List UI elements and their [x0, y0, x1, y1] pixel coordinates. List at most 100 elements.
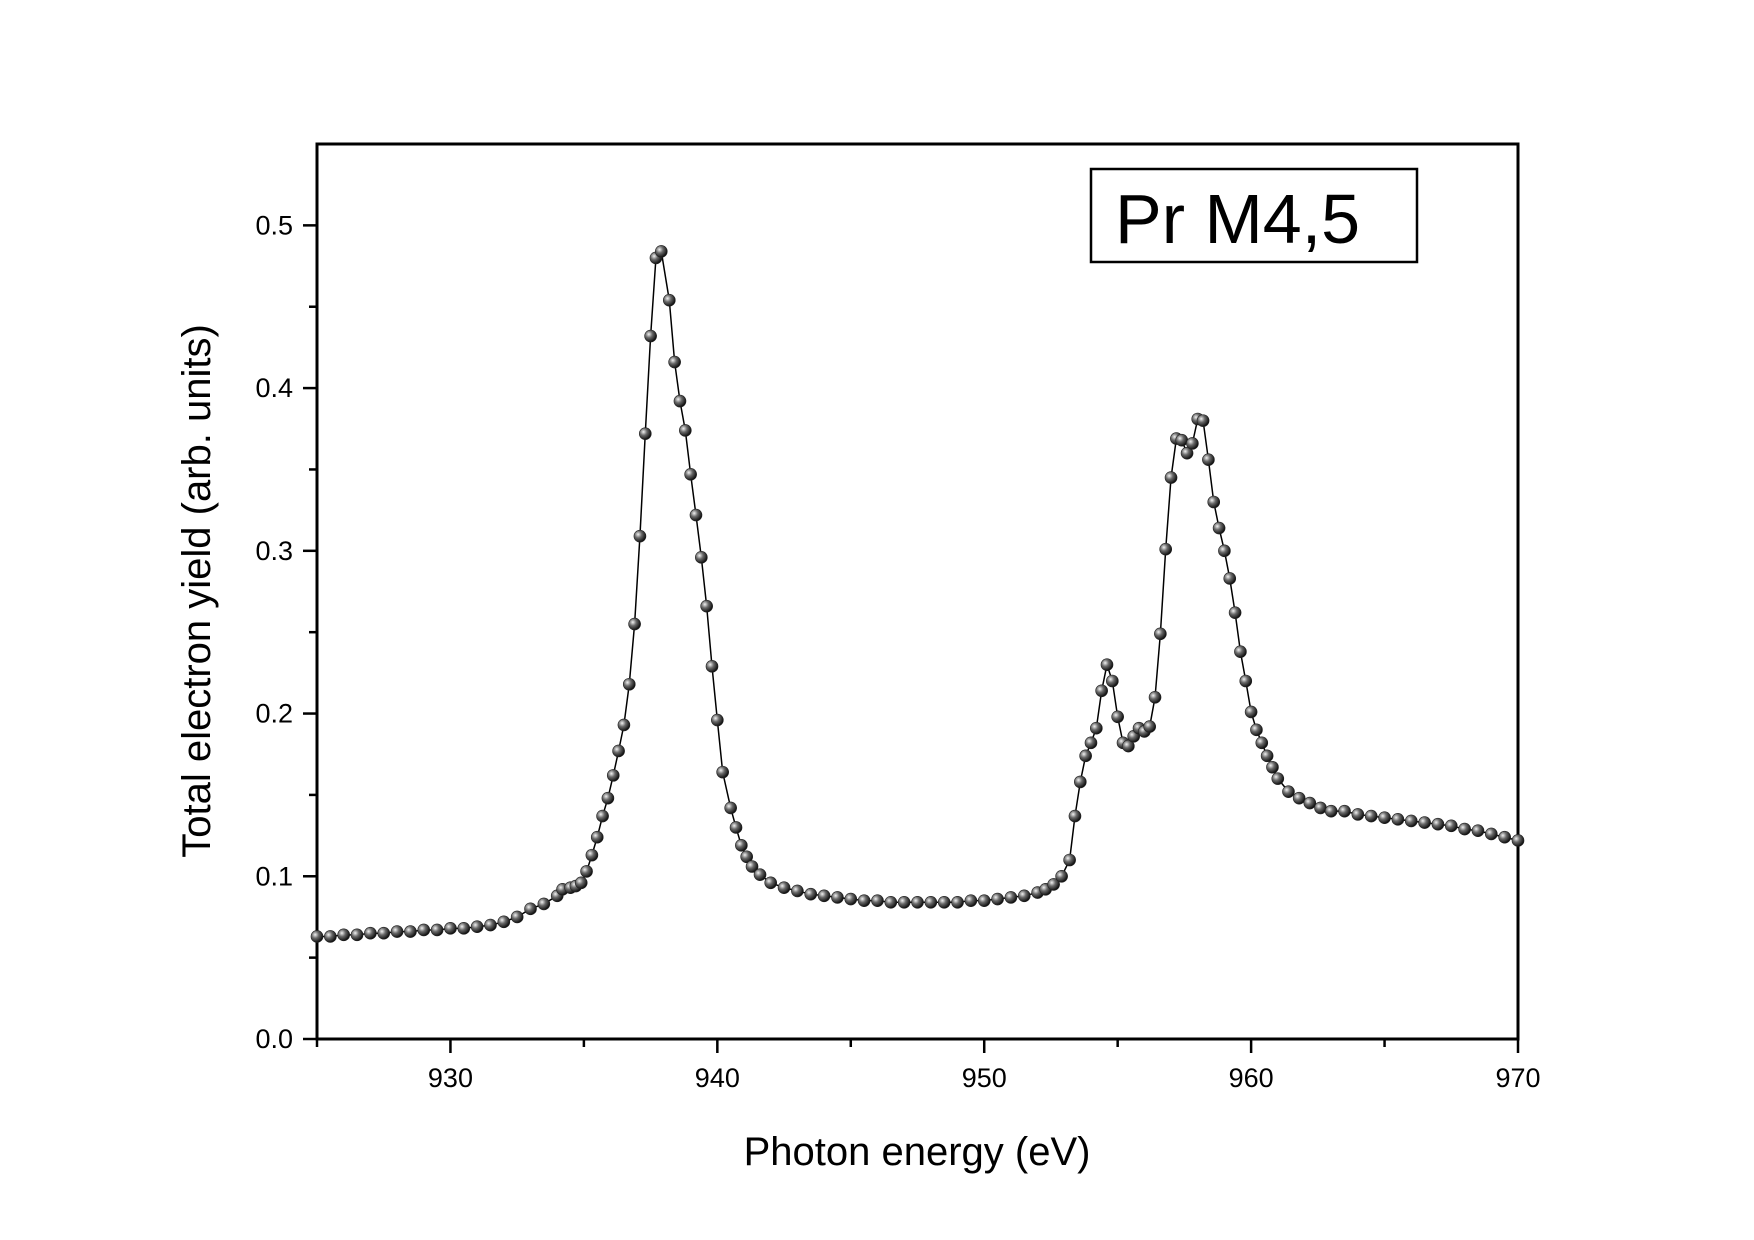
data-point: [1292, 791, 1306, 805]
plot-frame: [315, 142, 1520, 1041]
data-point: [1255, 736, 1269, 750]
data-point: [1282, 785, 1295, 798]
data-point: [1471, 824, 1485, 838]
y-tick-label: 0.4: [255, 373, 293, 403]
data-point: [1180, 446, 1194, 460]
data-point: [1239, 674, 1253, 688]
data-point: [510, 910, 524, 924]
data-point: [1303, 796, 1317, 810]
x-tick-label: 970: [1495, 1063, 1540, 1093]
data-point: [705, 660, 719, 673]
data-point: [1391, 813, 1405, 826]
data-point: [831, 891, 844, 904]
data-point: [622, 677, 636, 691]
data-point: [791, 884, 804, 898]
data-point: [1159, 542, 1173, 556]
data-point: [1431, 817, 1445, 831]
data-point: [673, 394, 687, 408]
data-point: [628, 617, 641, 631]
data-point: [716, 765, 729, 779]
y-tick-label: 0.2: [255, 699, 293, 729]
data-point: [1485, 827, 1498, 841]
y-axis-label: Total electron yield (arb. units): [175, 324, 219, 858]
data-point: [1111, 710, 1124, 724]
data-point: [695, 551, 708, 564]
data-point: [1364, 809, 1378, 823]
data-point: [638, 427, 652, 440]
data-point: [590, 830, 604, 844]
data-point: [497, 915, 511, 929]
data-point: [350, 928, 364, 942]
data-point: [1250, 723, 1263, 737]
data-point: [740, 850, 753, 864]
data-point: [1338, 804, 1351, 818]
data-point: [1106, 674, 1119, 688]
data-point: [1004, 891, 1018, 904]
data-point: [1212, 521, 1226, 535]
data-point: [390, 925, 404, 938]
data-point: [1244, 705, 1258, 719]
x-axis-label: Photon energy (eV): [744, 1130, 1091, 1174]
data-point: [951, 896, 964, 909]
x-tick-label: 930: [428, 1063, 473, 1093]
y-tick-label: 0.1: [255, 861, 293, 891]
data-point: [1378, 811, 1391, 824]
data-point: [662, 293, 676, 307]
legend-label: Pr M4,5: [1115, 180, 1360, 258]
data-point: [1074, 775, 1087, 789]
data-point: [871, 894, 884, 907]
data-point: [684, 468, 697, 481]
data-point: [1404, 814, 1418, 828]
data-point: [1175, 433, 1189, 447]
data-point: [764, 876, 778, 890]
data-point: [911, 896, 924, 909]
series-line: [317, 249, 1519, 938]
data-point: [580, 865, 593, 878]
data-point: [897, 896, 911, 909]
data-point: [417, 923, 431, 937]
data-point: [857, 894, 871, 907]
legend-box: Pr M4,5: [1089, 167, 1419, 264]
data-point: [470, 920, 484, 934]
data-point: [1324, 804, 1338, 818]
data-point: [689, 508, 703, 522]
data-point: [601, 791, 615, 805]
data-point: [1068, 809, 1082, 823]
data-point: [1218, 544, 1231, 558]
data-point: [724, 801, 737, 815]
data-point: [606, 769, 620, 782]
data-point: [1458, 822, 1471, 836]
data-point: [735, 839, 748, 852]
data-point: [668, 355, 681, 369]
data-point: [1186, 437, 1199, 450]
y-tick-label: 0.0: [255, 1024, 293, 1054]
data-point: [337, 928, 350, 942]
data-point: [1164, 471, 1178, 484]
data-point: [404, 925, 417, 938]
data-point: [1143, 720, 1156, 733]
data-point: [804, 887, 818, 901]
data-point: [1260, 749, 1274, 763]
data-point: [884, 896, 898, 909]
y-tick-label: 0.3: [255, 536, 293, 566]
y-axis-ticks: 0.0 0.1 0.2 0.3 0.4 0.5: [255, 210, 317, 1054]
data-point: [1202, 453, 1215, 466]
data-point: [1207, 495, 1221, 509]
data-point: [729, 821, 743, 834]
data-point: [1223, 572, 1237, 585]
data-point: [1314, 801, 1327, 815]
data-point: [745, 860, 759, 873]
x-tick-label: 940: [695, 1063, 740, 1093]
data-point: [617, 718, 631, 732]
data-point: [644, 329, 657, 343]
data-point: [654, 245, 668, 258]
data-point: [1148, 690, 1162, 704]
data-point: [430, 923, 444, 937]
data-point: [457, 922, 471, 935]
data-point: [1511, 834, 1525, 847]
data-point: [574, 876, 588, 890]
data-point: [1498, 830, 1511, 844]
data-point: [964, 894, 978, 907]
data-point: [612, 744, 625, 758]
